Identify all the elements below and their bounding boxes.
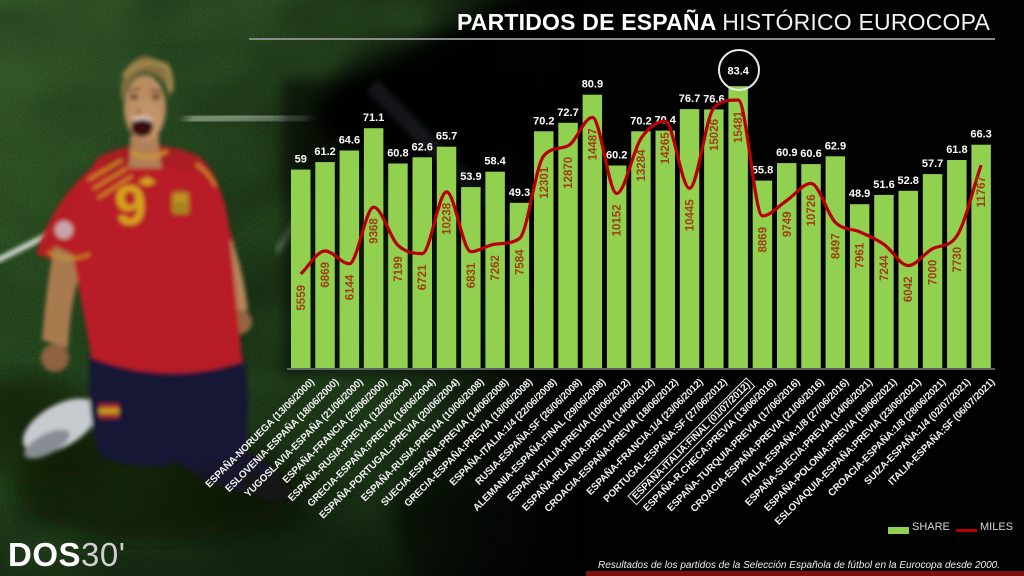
svg-text:7961: 7961	[855, 242, 867, 268]
svg-text:10726: 10726	[806, 194, 818, 226]
svg-text:48.9: 48.9	[849, 188, 870, 200]
svg-text:14265: 14265	[660, 132, 672, 165]
svg-text:59: 59	[295, 154, 307, 166]
svg-text:10152: 10152	[612, 204, 624, 236]
svg-text:7000: 7000	[928, 260, 940, 286]
svg-text:15026: 15026	[709, 119, 721, 151]
svg-text:7262: 7262	[490, 255, 502, 281]
svg-text:7730: 7730	[952, 247, 964, 273]
svg-text:65.7: 65.7	[436, 131, 457, 143]
svg-text:12870: 12870	[563, 157, 575, 189]
svg-text:9368: 9368	[369, 218, 381, 244]
svg-text:60.9: 60.9	[776, 147, 797, 159]
svg-text:76.7: 76.7	[679, 93, 700, 105]
svg-text:49.3: 49.3	[509, 187, 530, 199]
svg-text:7199: 7199	[393, 256, 405, 282]
svg-text:10238: 10238	[442, 202, 454, 235]
svg-text:61.2: 61.2	[314, 146, 335, 158]
svg-text:57.7: 57.7	[922, 158, 943, 170]
svg-text:61.8: 61.8	[946, 144, 967, 156]
svg-text:62.6: 62.6	[411, 141, 432, 153]
svg-text:13284: 13284	[636, 149, 648, 182]
svg-text:70.2: 70.2	[630, 115, 651, 127]
svg-text:52.8: 52.8	[897, 175, 918, 187]
svg-text:55.8: 55.8	[752, 165, 773, 177]
svg-text:7584: 7584	[515, 249, 527, 275]
svg-text:14487: 14487	[587, 128, 599, 160]
svg-text:11767: 11767	[976, 176, 988, 207]
svg-text:6869: 6869	[320, 262, 332, 288]
svg-text:62.9: 62.9	[825, 140, 846, 152]
svg-text:10445: 10445	[685, 199, 697, 232]
svg-text:6042: 6042	[903, 277, 915, 303]
svg-text:80.9: 80.9	[582, 79, 603, 91]
svg-text:58.4: 58.4	[484, 156, 506, 168]
svg-text:6144: 6144	[344, 274, 356, 300]
svg-text:66.3: 66.3	[970, 129, 991, 141]
svg-text:12301: 12301	[539, 166, 551, 199]
svg-text:53.9: 53.9	[460, 171, 481, 183]
svg-text:15481: 15481	[733, 110, 745, 143]
svg-text:60.2: 60.2	[606, 150, 627, 162]
svg-text:60.8: 60.8	[387, 148, 408, 160]
svg-text:9749: 9749	[782, 212, 794, 238]
svg-text:71.1: 71.1	[363, 112, 384, 124]
svg-text:64.6: 64.6	[339, 135, 360, 147]
svg-text:83.4: 83.4	[727, 66, 749, 78]
svg-text:70.2: 70.2	[533, 115, 554, 127]
svg-text:8497: 8497	[830, 233, 842, 259]
svg-text:8869: 8869	[758, 227, 770, 253]
svg-text:7244: 7244	[879, 255, 891, 281]
svg-text:72.7: 72.7	[557, 107, 578, 119]
svg-text:51.6: 51.6	[873, 179, 894, 191]
svg-text:6831: 6831	[466, 262, 478, 288]
svg-text:5559: 5559	[296, 285, 308, 311]
svg-text:60.6: 60.6	[800, 148, 821, 160]
svg-text:6721: 6721	[417, 264, 429, 290]
